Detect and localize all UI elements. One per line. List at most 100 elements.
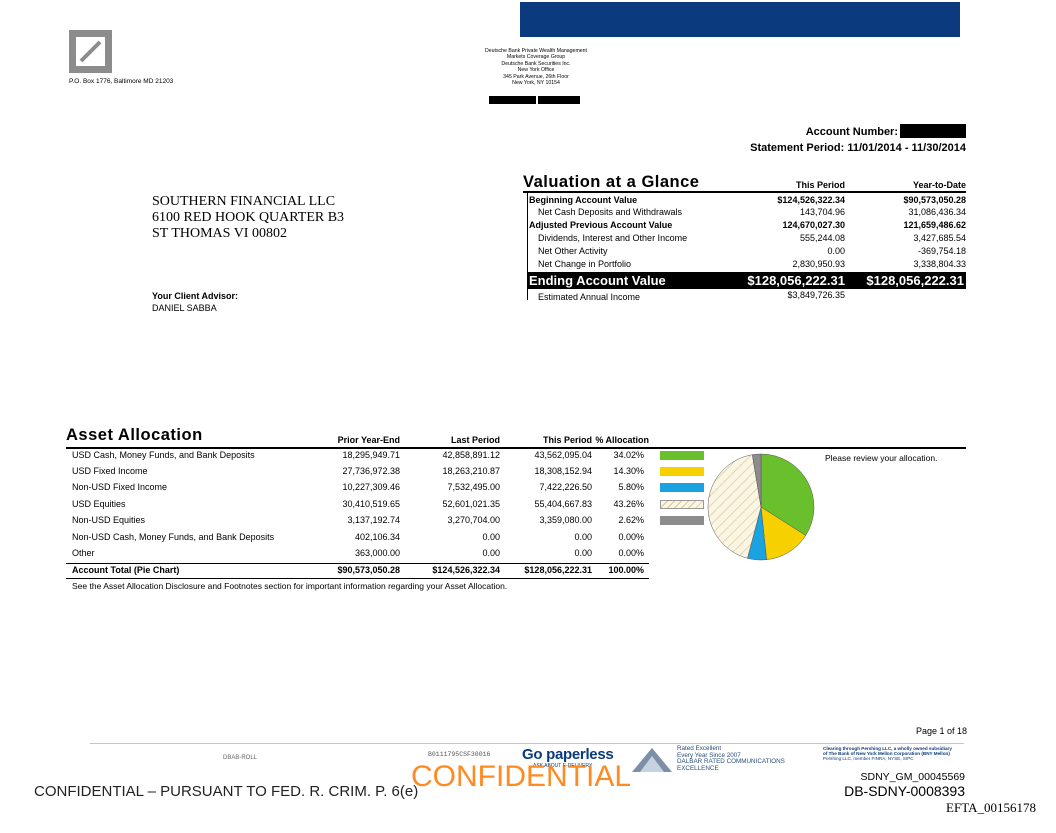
row-this-period: 124,670,027.30 [782,220,845,230]
legend-swatch [660,483,704,492]
bank-line: Deutsche Bank Private Wealth Management [485,48,587,54]
row-this: 0.00 [574,532,592,542]
confidential-legal-notice: CONFIDENTIAL – PURSUANT TO FED. R. CRIM.… [34,783,419,800]
total-prior: $90,573,050.28 [337,565,400,575]
allocation-row: Non-USD Equities 3,137,192.74 3,270,704.… [72,515,972,529]
divider [90,743,964,744]
bank-line: Markets Coverage Group [506,54,566,61]
confidential-stamp: CONFIDENTIAL [411,760,632,793]
row-prior: 363,000.00 [354,548,400,558]
allocation-row: Other 363,000.00 0.00 0.00 0.00% [72,548,972,562]
legend-swatch [660,451,704,460]
row-this-period: 2,830,950.93 [792,259,845,269]
total-last: $124,526,322.34 [432,565,500,575]
valuation-header-ytd: Year-to-Date [912,180,966,190]
header-brand-bar [520,2,960,37]
rated-line: DALBAR RATED COMMUNICATIONS [677,758,785,765]
header-pct-allocation: % Allocation [595,435,649,445]
row-pct: 34.02% [613,450,644,460]
row-label: Non-USD Cash, Money Funds, and Bank Depo… [72,532,275,542]
account-number-redaction [900,124,966,138]
row-label: USD Fixed Income [72,466,148,476]
client-address-line1: 6100 RED HOOK QUARTER B3 [152,210,345,225]
row-this-period: 0.00 [827,246,845,256]
valuation-row: Net Other Activity 0.00 -369,754.18 [529,246,966,258]
clearing-line: Clearing through Pershing LLC, a wholly … [823,746,952,751]
go-paperless-logo: Go paperless [522,746,614,763]
redaction-box [538,96,580,104]
rated-line: Every Year Since 2007 [677,751,741,759]
valuation-title: Valuation at a Glance [523,173,700,191]
total-pct: 100.00% [608,565,644,575]
client-advisor-label: Your Client Advisor: [152,291,239,301]
pie-slice-4 [752,453,762,508]
allocation-footnote: See the Asset Allocation Disclosure and … [72,581,508,591]
row-this: 7,422,226.50 [539,482,592,492]
valuation-header-this-period: This Period [795,180,845,190]
row-pct: 0.00% [618,548,644,558]
row-this: 55,404,667.83 [534,499,592,509]
legend-swatch [660,500,704,509]
allocation-row: USD Fixed Income 27,736,972.38 18,263,21… [72,466,972,480]
bates-number-efta: EFTA_00156178 [946,800,1036,815]
valuation-row: Beginning Account Value $124,526,322.34 … [529,195,966,207]
row-ytd: 3,427,685.54 [913,233,966,243]
row-last: 0.00 [482,532,500,542]
divider [66,563,649,564]
row-prior: 402,106.34 [354,532,400,542]
row-pct: 5.80% [618,482,644,492]
valuation-row: Net Change in Portfolio 2,830,950.93 3,3… [529,259,966,271]
row-prior: 3,137,192.74 [347,515,400,525]
divider [527,193,528,300]
row-label: Dividends, Interest and Other Income [538,233,688,243]
clearing-line: Pershing LLC, member FINRA, NYSE, SIPC [823,756,914,762]
ending-ytd: $128,056,222.31 [866,273,964,288]
deutsche-bank-logo [69,30,112,73]
allocation-row: USD Equities 30,410,519.65 52,601,021.35… [72,499,972,513]
rated-line: EXCELLENCE [677,764,719,772]
row-last: 3,270,704.00 [447,515,500,525]
ending-label: Ending Account Value [529,273,666,288]
row-prior: 27,736,972.38 [342,466,400,476]
row-label: Other [72,548,95,558]
review-allocation-note: Please review your allocation. [825,453,938,463]
row-this: 3,359,080.00 [539,515,592,525]
header-prior-year-end: Prior Year-End [337,435,400,445]
client-name: SOUTHERN FINANCIAL LLC [152,194,336,209]
row-ytd: $90,573,050.28 [903,195,966,205]
row-label: Beginning Account Value [529,195,638,205]
row-ytd: 31,086,436.34 [908,207,966,217]
rated-line: Rated Excellent [677,745,722,752]
estimated-income-label: Estimated Annual Income [538,292,641,302]
ending-account-value-bar: Ending Account Value $128,056,222.31 $12… [527,272,966,289]
allocation-total-row: Account Total (Pie Chart) $90,573,050.28… [72,565,972,579]
row-ytd: -369,754.18 [917,246,966,256]
bates-number-2: DB-SDNY-0008393 [844,783,965,799]
row-label: Non-USD Equities [72,515,146,525]
page-number: Page 1 of 18 [916,726,968,736]
asset-allocation-title: Asset Allocation [66,426,203,444]
clearing-disclosure: Clearing through Pershing LLC, a wholly … [823,746,952,762]
row-label: Net Change in Portfolio [538,259,632,269]
bank-line: Deutsche Bank Securities Inc. [501,60,571,67]
dalbar-rating-text: Rated Excellent Every Year Since 2007 DA… [677,745,785,772]
valuation-row: Net Cash Deposits and Withdrawals 143,70… [529,207,966,219]
row-label: USD Cash, Money Funds, and Bank Deposits [72,450,255,460]
divider [66,447,966,449]
header-last-period: Last Period [450,435,500,445]
total-label: Account Total (Pie Chart) [72,565,180,575]
dalbar-seal-icon [632,748,672,772]
row-label: Net Other Activity [538,246,608,256]
row-pct: 43.26% [613,499,644,509]
valuation-row: Dividends, Interest and Other Income 555… [529,233,966,245]
allocation-row: USD Cash, Money Funds, and Bank Deposits… [72,450,972,464]
divider [66,578,649,579]
row-this: 43,562,095.04 [534,450,592,460]
row-last: 0.00 [482,548,500,558]
valuation-row: Adjusted Previous Account Value 124,670,… [529,220,966,232]
row-pct: 0.00% [618,532,644,542]
statement-period: Statement Period: 11/01/2014 - 11/30/201… [750,142,966,154]
row-this-period: $124,526,322.34 [777,195,845,205]
row-pct: 2.62% [618,515,644,525]
row-last: 52,601,021.35 [442,499,500,509]
